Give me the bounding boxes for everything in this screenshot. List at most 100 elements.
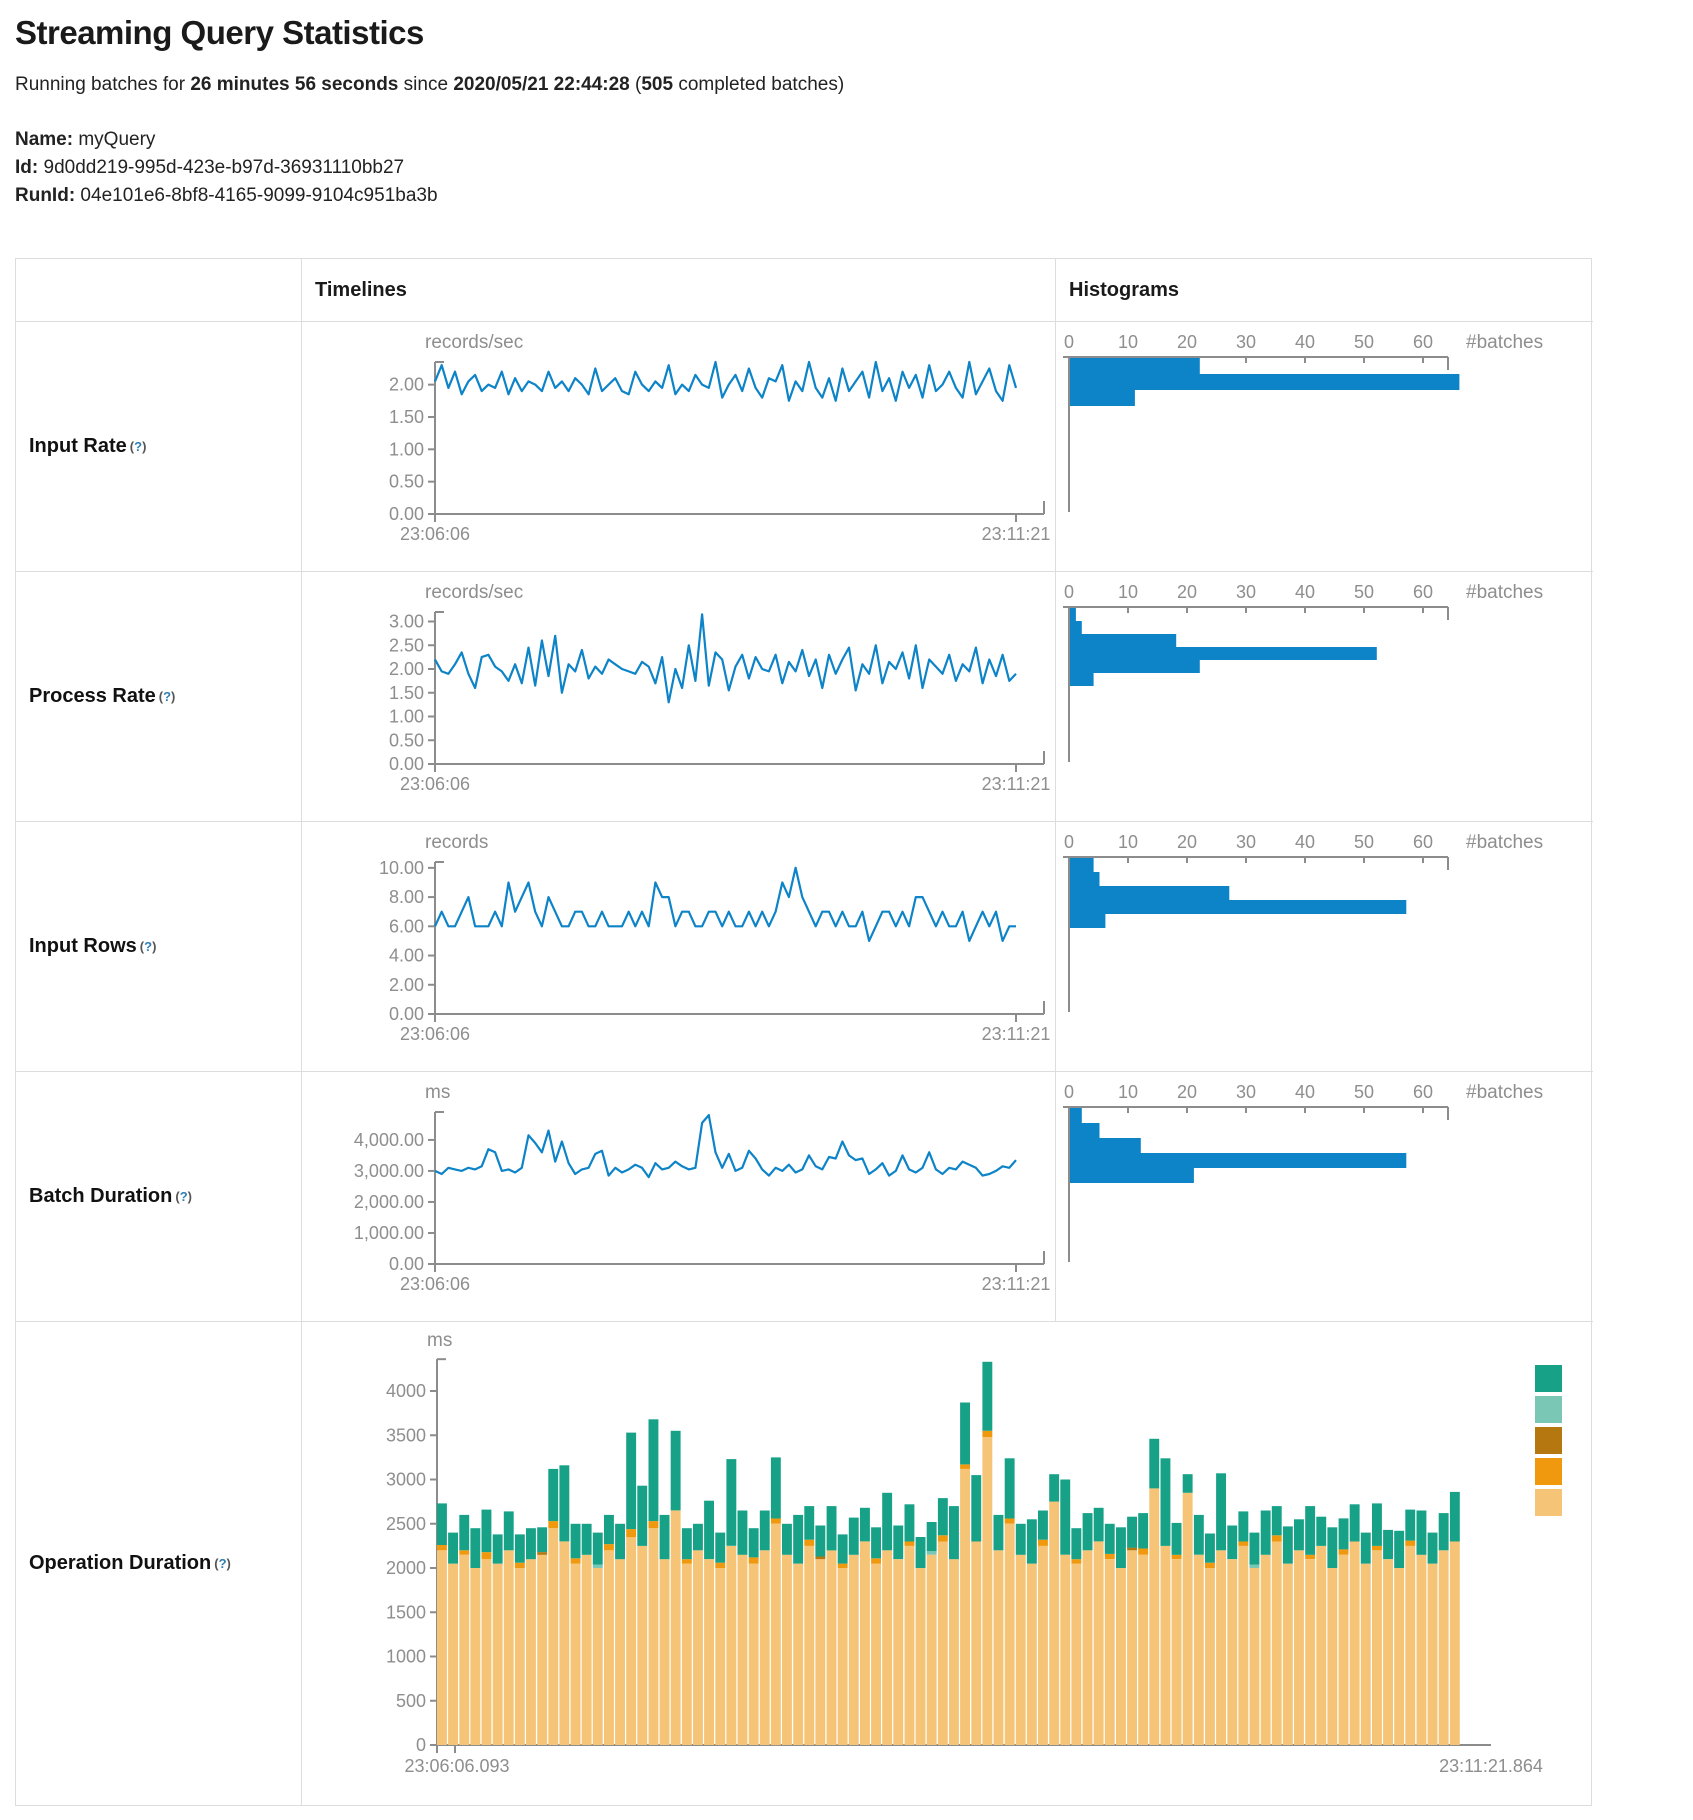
svg-text:40: 40	[1295, 332, 1315, 352]
query-meta: Name: myQuery Id: 9d0dd219-995d-423e-b97…	[15, 126, 1678, 210]
help-icon[interactable]: (?)	[175, 1189, 192, 1204]
svg-text:1000: 1000	[386, 1647, 426, 1667]
page-header: Streaming Query Statistics Running batch…	[0, 0, 1693, 210]
svg-text:50: 50	[1354, 1082, 1374, 1102]
query-runid-label: RunId:	[15, 185, 76, 206]
svg-text:23:06:06: 23:06:06	[400, 1024, 470, 1044]
svg-text:23:06:06: 23:06:06	[400, 774, 470, 794]
input-rows-histogram-cell: 0 10 20 30 40 50 60 #batches	[1056, 822, 1593, 1072]
batch-duration-histogram-cell: 0 10 20 30 40 50 60 #batches	[1056, 1072, 1593, 1322]
svg-text:0.00: 0.00	[389, 754, 424, 774]
page-title: Streaming Query Statistics	[15, 14, 424, 51]
svg-text:8.00: 8.00	[389, 887, 424, 907]
summary-duration: 26 minutes 56 seconds	[190, 74, 399, 95]
query-name-line: Name: myQuery	[15, 126, 1678, 154]
table-row-batch-duration: Batch Duration (?) ms 0.00 1,000.00 2,000.0…	[16, 1072, 1593, 1322]
svg-text:3000: 3000	[386, 1470, 426, 1490]
svg-text:4.00: 4.00	[389, 946, 424, 966]
summary-completed-count: 505	[641, 74, 674, 95]
table-header-row: Timelines Histograms	[16, 259, 1593, 322]
process-rate-histogram-cell: 0 10 20 30 40 50 60 #batches	[1056, 572, 1593, 822]
header-histograms: Histograms	[1056, 259, 1593, 322]
query-id-line: Id: 9d0dd219-995d-423e-b97d-36931110bb27	[15, 154, 1678, 182]
metric-label-input-rows: Input Rows	[29, 935, 137, 957]
svg-text:4000: 4000	[386, 1381, 426, 1401]
svg-text:4,000.00: 4,000.00	[354, 1130, 424, 1150]
svg-text:6.00: 6.00	[389, 916, 424, 936]
svg-text:10.00: 10.00	[379, 858, 424, 878]
query-id-value: 9d0dd219-995d-423e-b97d-36931110bb27	[38, 157, 405, 178]
svg-text:40: 40	[1295, 832, 1315, 852]
svg-text:50: 50	[1354, 832, 1374, 852]
table-row-operation-duration: Operation Duration (?) ms 0 500 1000 1500 200…	[16, 1322, 1591, 1805]
svg-text:0: 0	[1064, 832, 1074, 852]
svg-text:20: 20	[1177, 1082, 1197, 1102]
statistics-table: Timelines Histograms Input Rate (?) reco…	[15, 258, 1593, 1806]
svg-text:2.00: 2.00	[389, 375, 424, 395]
header-timelines: Timelines	[302, 259, 1056, 322]
metric-label-batch-duration: Batch Duration	[29, 1185, 173, 1207]
svg-text:23:11:21: 23:11:21	[982, 1024, 1051, 1044]
svg-text:20: 20	[1177, 332, 1197, 352]
svg-text:3,000.00: 3,000.00	[354, 1161, 424, 1181]
help-icon[interactable]: (?)	[129, 439, 147, 454]
input-rows-timeline-cell: records 0.00 2.00 4.00 6.00 8.00 10.00 23:06:06…	[302, 822, 1056, 1072]
summary-prefix: Running batches for	[15, 74, 191, 95]
summary-start-time: 2020/05/21 22:44:28	[453, 74, 630, 95]
summary-paren: (	[629, 74, 642, 95]
svg-text:2,000.00: 2,000.00	[354, 1192, 424, 1212]
table-row-input-rows: Input Rows (?) records 0.00 2.00 4.00 6.00 8.…	[16, 822, 1593, 1072]
header-empty-cell	[16, 259, 302, 322]
svg-text:1500: 1500	[386, 1602, 426, 1622]
svg-text:10: 10	[1118, 832, 1138, 852]
svg-text:3.00: 3.00	[389, 612, 424, 632]
svg-text:30: 30	[1236, 832, 1256, 852]
svg-text:23:11:21: 23:11:21	[982, 1274, 1051, 1294]
svg-text:2.00: 2.00	[389, 659, 424, 679]
svg-text:2.50: 2.50	[389, 635, 424, 655]
svg-text:23:06:06: 23:06:06	[400, 524, 470, 544]
svg-text:23:06:06: 23:06:06	[400, 1274, 470, 1294]
svg-text:20: 20	[1177, 832, 1197, 852]
svg-text:0: 0	[416, 1735, 426, 1755]
svg-text:30: 30	[1236, 582, 1256, 602]
svg-text:records/sec: records/sec	[425, 332, 523, 353]
operation-duration-chart-cell: ms 0 500 1000 1500 2000 2500 3000 3500 4000 23:06:…	[302, 1322, 1593, 1805]
table-row-input-rate: Input Rate (?) records/sec 0.00 0.50 1.00 1.…	[16, 322, 1593, 572]
svg-text:10: 10	[1118, 1082, 1138, 1102]
query-runid-value: 04e101e6-8bf8-4165-9099-9104c951ba3b	[75, 185, 438, 206]
batch-duration-histogram-chart: 0 10 20 30 40 50 60 #batches	[1063, 1082, 1543, 1262]
svg-text:3500: 3500	[386, 1425, 426, 1445]
legend-swatch-orange	[1535, 1458, 1562, 1485]
batch-duration-timeline-cell: ms 0.00 1,000.00 2,000.00 3,000.00 4,000.00 23…	[302, 1072, 1056, 1322]
svg-text:records: records	[425, 832, 488, 853]
legend-swatch-tan	[1535, 1489, 1562, 1516]
svg-text:500: 500	[396, 1691, 426, 1711]
svg-text:50: 50	[1354, 582, 1374, 602]
svg-text:1,000.00: 1,000.00	[354, 1223, 424, 1243]
row-label-cell: Input Rate (?)	[16, 322, 302, 572]
svg-text:0.00: 0.00	[389, 1254, 424, 1274]
help-icon[interactable]: (?)	[158, 689, 176, 704]
process-rate-timeline-chart: records/sec 0.00 0.50 1.00 1.50 2.00 2.50 3.00 2…	[389, 582, 1051, 794]
row-label-cell: Process Rate (?)	[16, 572, 302, 822]
svg-text:40: 40	[1295, 1082, 1315, 1102]
svg-text:40: 40	[1295, 582, 1315, 602]
input-rows-histogram-chart: 0 10 20 30 40 50 60 #batches	[1063, 832, 1543, 1012]
svg-text:23:11:21: 23:11:21	[982, 774, 1051, 794]
svg-text:2.00: 2.00	[389, 975, 424, 995]
svg-text:30: 30	[1236, 332, 1256, 352]
help-icon[interactable]: (?)	[214, 1556, 231, 1571]
input-rate-timeline-cell: records/sec 0.00 0.50 1.00 1.50 2.00 23:06:06 2…	[302, 322, 1056, 572]
svg-text:0.50: 0.50	[389, 730, 424, 750]
running-batches-summary: Running batches for 26 minutes 56 second…	[15, 74, 1678, 96]
row-label-cell: Input Rows (?)	[16, 822, 302, 1072]
table-row-process-rate: Process Rate (?) records/sec 0.00 0.50 1.00…	[16, 572, 1593, 822]
metric-label-operation-duration: Operation Duration	[29, 1552, 212, 1574]
help-icon[interactable]: (?)	[139, 939, 157, 954]
svg-text:0: 0	[1064, 1082, 1074, 1102]
query-id-label: Id:	[15, 157, 39, 178]
svg-text:60: 60	[1413, 832, 1433, 852]
svg-text:23:06:06.093: 23:06:06.093	[404, 1756, 509, 1776]
